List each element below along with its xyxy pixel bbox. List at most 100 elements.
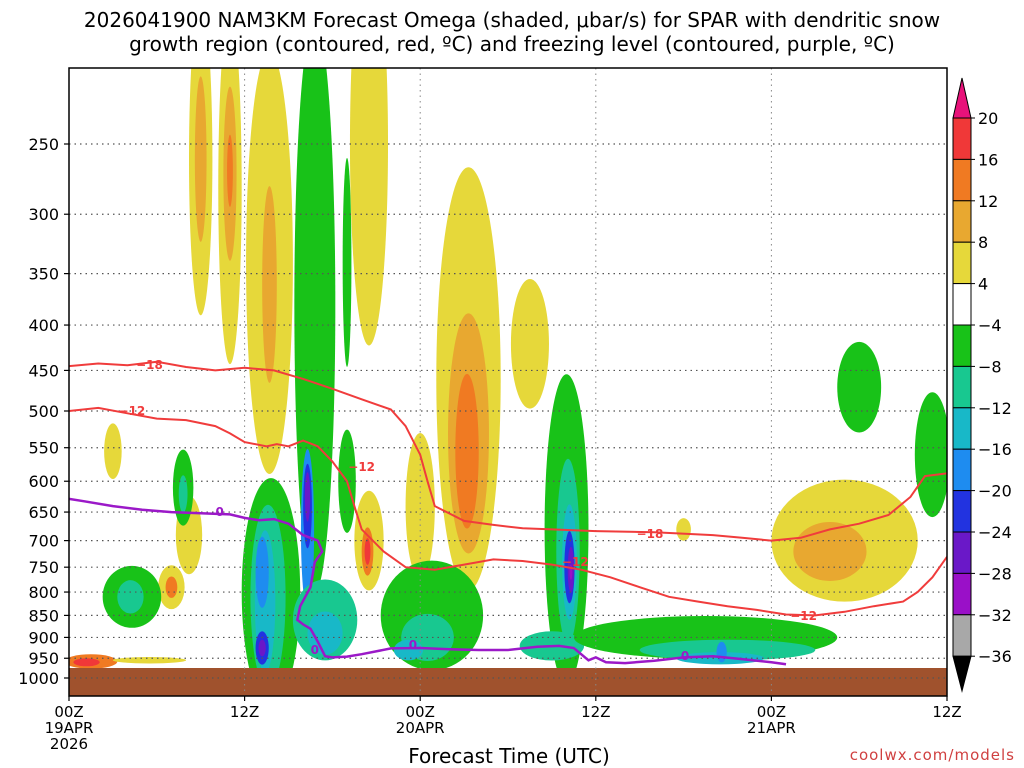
y-tick-label-700: 700	[28, 532, 59, 551]
contour-label-8: −18	[637, 527, 664, 541]
y-axis: 250 300 350 400 450 500 550 600 650 700 750 800 850 9…	[18, 135, 69, 688]
colorbar-label-11: −28	[978, 564, 1012, 583]
x-tick-label-24-1: 20APR	[396, 719, 445, 737]
colorbar-swatch-10	[952, 490, 972, 533]
x-tick-label-0-2: 2026	[50, 735, 88, 753]
y-tick-label-950: 950	[28, 649, 59, 668]
omega-region-41	[304, 472, 311, 522]
contour-label-7: 0	[681, 649, 689, 663]
colorbar-label-0: 20	[978, 109, 998, 128]
omega-region-30	[178, 475, 188, 513]
plot-frame	[68, 67, 948, 697]
contour-label-0: −18	[136, 358, 163, 372]
y-tick-label-550: 550	[28, 439, 59, 458]
colorbar-swatch-12	[952, 572, 972, 616]
y-tick-label-300: 300	[28, 205, 59, 224]
colorbar-swatch-3	[952, 200, 972, 243]
y-tick-label-900: 900	[28, 628, 59, 647]
omega-region-43	[307, 611, 343, 655]
colorbar-label-7: −12	[978, 399, 1012, 418]
grid-lines	[68, 68, 948, 696]
colorbar-swatch-6	[952, 324, 972, 367]
y-tick-label-250: 250	[28, 135, 59, 154]
omega-region-7	[227, 134, 233, 207]
y-tick-label-350: 350	[28, 265, 59, 284]
contour-red-minus18	[69, 360, 947, 542]
x-tick-label-48-1: 21APR	[747, 719, 796, 737]
colorbar-label-1: 16	[978, 150, 998, 169]
colorbar-label-5: −4	[978, 316, 1002, 335]
colorbar-swatch-1	[952, 117, 972, 160]
omega-region-20	[104, 423, 122, 480]
omega-region-32	[117, 580, 144, 614]
y-tick-label-1000: 1000	[18, 669, 59, 688]
y-tick-label-800: 800	[28, 583, 59, 602]
contour-label-9: −12	[790, 609, 817, 623]
contour-label-1: −12	[119, 404, 146, 418]
colorbar-label-10: −24	[978, 523, 1012, 542]
x-tick-label-36-0: 12Z	[581, 703, 610, 721]
contour-label-4: 0	[311, 643, 319, 657]
omega-region-2	[112, 657, 187, 664]
contour-labels: −18 −12 −12 0 0 0 −12 0 −18 −12	[119, 358, 817, 663]
colorbar-swatch-4	[952, 241, 972, 285]
x-tick-label-48-0: 00Z	[757, 703, 786, 721]
colorbar-label-3: 8	[978, 233, 988, 252]
colorbar-swatch-2	[952, 158, 972, 202]
colorbar-arrow-bottom	[952, 655, 972, 693]
y-tick-label-400: 400	[28, 316, 59, 335]
colorbar-label-4: 4	[978, 275, 988, 294]
y-tick-label-750: 750	[28, 558, 59, 577]
contour-label-2: −12	[348, 460, 375, 474]
omega-region-58	[716, 641, 727, 663]
omega-region-9	[262, 186, 277, 383]
omega-region-18	[405, 433, 435, 580]
omega-region-38	[258, 639, 266, 657]
contour-purple-0	[69, 497, 787, 666]
omega-region-59	[837, 341, 882, 433]
colorbar-label-12: −32	[978, 606, 1012, 625]
contour-red-minus12	[69, 406, 947, 617]
colorbar-label-13: −36	[978, 647, 1012, 666]
y-tick-label-650: 650	[28, 503, 59, 522]
omega-region-17	[510, 279, 549, 409]
omega-region-12	[349, 68, 389, 346]
x-tick-label-24-0: 00Z	[406, 703, 435, 721]
ground-below-surface	[69, 668, 947, 696]
contour-label-6: −12	[562, 555, 589, 569]
chart-title-line-1: 2026041900 NAM3KM Forecast Omega (shaded…	[84, 8, 940, 32]
omega-region-60	[914, 392, 947, 518]
omega-shading	[69, 68, 947, 696]
colorbar-label-6: −8	[978, 357, 1002, 376]
omega-region-25	[165, 576, 178, 598]
y-tick-label-500: 500	[28, 402, 59, 421]
colorbar-swatch-11	[952, 531, 972, 574]
omega-region-1	[73, 658, 100, 667]
chart-title-line-2: growth region (contoured, red, ºC) and f…	[129, 32, 895, 56]
omega-region-47	[393, 639, 424, 661]
y-tick-label-450: 450	[28, 361, 59, 380]
omega-region-36	[255, 536, 269, 608]
omega-region-28	[676, 518, 691, 541]
colorbar-swatch-5	[952, 283, 972, 326]
x-tick-label-0-1: 19APR	[45, 719, 94, 737]
x-tick-label-12-0: 12Z	[230, 703, 259, 721]
colorbar-label-8: −16	[978, 440, 1012, 459]
colorbar-label-2: 12	[978, 192, 998, 211]
colorbar: 20 16 12 8 4 −4 −8 −12 −16 −20 −24 −28 −32 −36	[952, 77, 1012, 693]
y-tick-label-600: 600	[28, 472, 59, 491]
x-tick-label-0-0: 00Z	[54, 703, 83, 721]
omega-region-11	[301, 167, 320, 521]
colorbar-swatch-13	[952, 614, 972, 657]
colorbar-swatch-8	[952, 407, 972, 450]
colorbar-swatch-7	[952, 365, 972, 409]
omega-region-16	[455, 373, 479, 529]
omega-region-23	[364, 538, 371, 565]
omega-region-27	[793, 521, 867, 581]
contour-label-3: 0	[216, 505, 224, 519]
y-tick-label-850: 850	[28, 606, 59, 625]
colorbar-swatch-9	[952, 448, 972, 492]
credit-text: coolwx.com/models	[850, 746, 1015, 764]
